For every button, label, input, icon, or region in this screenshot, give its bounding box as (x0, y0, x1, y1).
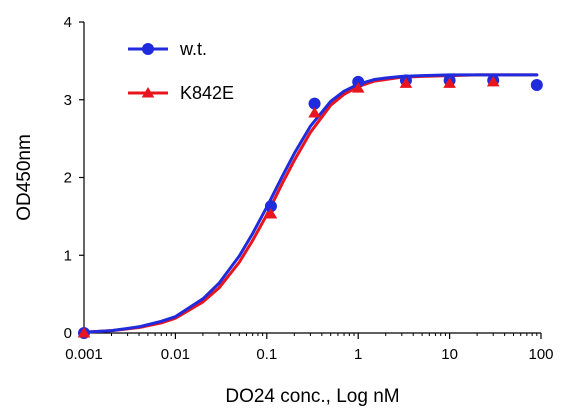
y-tick-label: 1 (64, 247, 72, 264)
legend: w.t. K842E (128, 39, 234, 103)
y-tick-label: 2 (64, 170, 72, 187)
y-ticks: 0 1 2 3 4 (64, 14, 84, 342)
legend-item-k842e: K842E (128, 83, 234, 103)
y-axis-label: OD450nm (14, 134, 35, 221)
axes (83, 22, 541, 334)
x-tick-label: 1 (354, 346, 362, 363)
data-point-k842e (486, 75, 500, 87)
fit-curves (82, 73, 539, 334)
data-point-k842e (351, 82, 365, 93)
data-point-k842e (443, 77, 456, 88)
legend-label-k842e: K842E (180, 83, 234, 103)
legend-marker-wt (142, 43, 154, 55)
y-tick-label: 4 (64, 14, 72, 31)
data-point-k842e (264, 208, 278, 219)
data-point-k842e (308, 106, 321, 118)
legend-label-wt: w.t. (179, 39, 207, 59)
x-tick-label: 0.1 (256, 346, 277, 363)
data-point-k842e (77, 327, 91, 338)
y-tick-label: 0 (64, 325, 72, 342)
fit-curve-wt (82, 73, 539, 334)
legend-item-wt: w.t. (128, 39, 207, 59)
x-tick-label: 0.01 (161, 346, 190, 363)
data-point-wt (352, 75, 365, 88)
x-axis-label: DO24 conc., Log nM (225, 386, 399, 407)
y-tick-label: 3 (64, 92, 72, 109)
x-ticks: 0.001 0.01 0.1 1 10 100 (65, 333, 554, 363)
data-point-wt (308, 97, 321, 110)
x-tick-label: 10 (441, 346, 458, 363)
data-point-wt (530, 78, 543, 91)
legend-marker-k842e (141, 87, 155, 98)
data-points (77, 74, 543, 339)
data-point-k842e (399, 77, 413, 88)
x-tick-label: 100 (528, 346, 553, 363)
data-point-wt (264, 200, 277, 213)
fit-curve-k842e (82, 73, 539, 334)
x-tick-label: 0.001 (65, 346, 103, 363)
